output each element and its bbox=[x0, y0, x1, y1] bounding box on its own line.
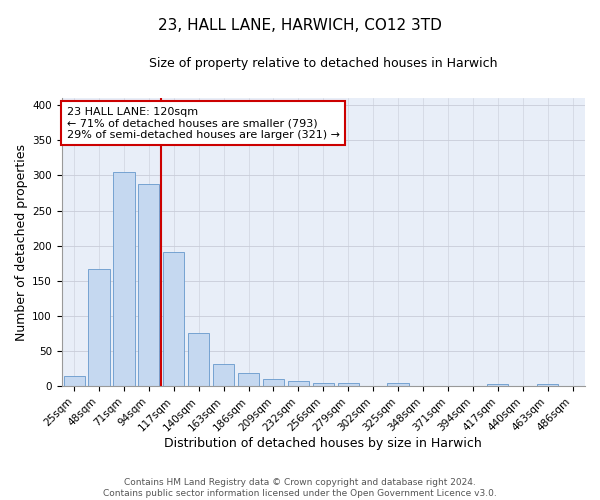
Bar bbox=[338, 382, 359, 386]
Bar bbox=[88, 269, 110, 386]
Bar bbox=[188, 333, 209, 386]
Text: Contains HM Land Registry data © Crown copyright and database right 2024.
Contai: Contains HM Land Registry data © Crown c… bbox=[103, 478, 497, 498]
Bar bbox=[213, 364, 234, 386]
Bar bbox=[537, 384, 558, 386]
Bar bbox=[388, 384, 409, 386]
Bar bbox=[113, 172, 134, 386]
Bar bbox=[288, 380, 309, 386]
X-axis label: Distribution of detached houses by size in Harwich: Distribution of detached houses by size … bbox=[164, 437, 482, 450]
Bar bbox=[487, 384, 508, 386]
Bar bbox=[313, 382, 334, 386]
Bar bbox=[64, 376, 85, 386]
Y-axis label: Number of detached properties: Number of detached properties bbox=[15, 144, 28, 340]
Text: 23, HALL LANE, HARWICH, CO12 3TD: 23, HALL LANE, HARWICH, CO12 3TD bbox=[158, 18, 442, 32]
Bar bbox=[163, 252, 184, 386]
Text: 23 HALL LANE: 120sqm
← 71% of detached houses are smaller (793)
29% of semi-deta: 23 HALL LANE: 120sqm ← 71% of detached h… bbox=[67, 106, 340, 140]
Bar bbox=[238, 373, 259, 386]
Bar bbox=[263, 379, 284, 386]
Title: Size of property relative to detached houses in Harwich: Size of property relative to detached ho… bbox=[149, 58, 497, 70]
Bar bbox=[138, 184, 160, 386]
